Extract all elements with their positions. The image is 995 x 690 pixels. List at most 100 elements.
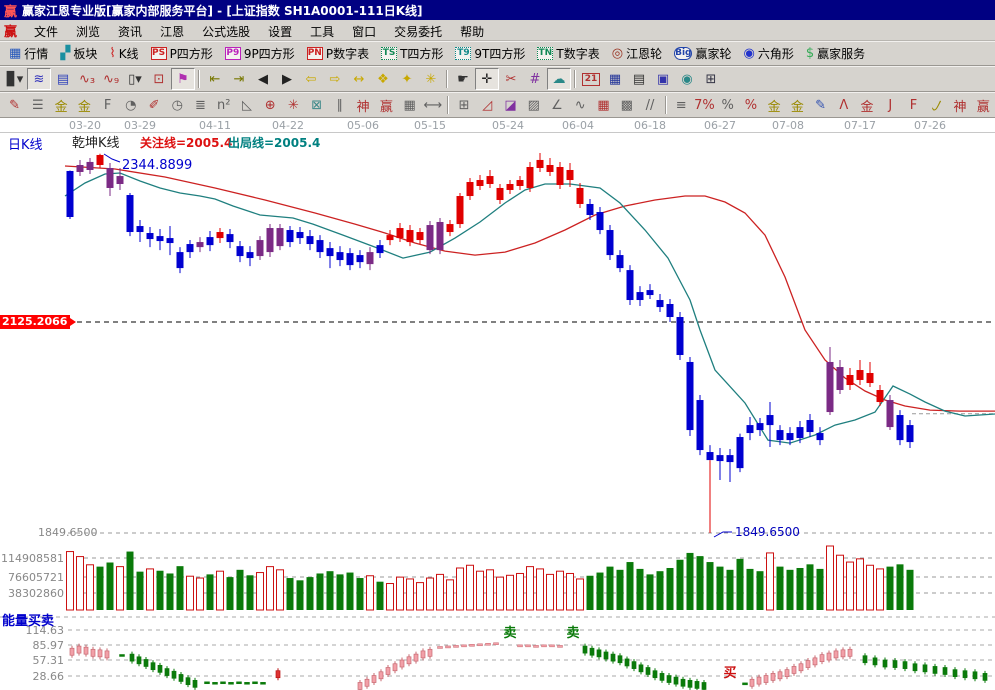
fan-purple-button[interactable]: ◪ [499,94,522,116]
gold-line-button[interactable]: 金 [786,94,809,116]
toolbar-kline-button[interactable]: ⌇ K线 [103,42,144,65]
next-page-button[interactable]: ▶ [275,68,299,90]
k9-chart-button[interactable]: ∿₉ [99,68,123,90]
box-grid-button[interactable]: ⊞ [452,94,475,116]
gold-red-line-button[interactable]: 金 [855,94,878,116]
pattern-tool-button[interactable]: ≋ [27,68,51,90]
map-tool-button[interactable]: ⊡ [147,68,171,90]
energy-panel-title[interactable]: 能量买卖 [2,614,55,629]
flag-tool-button[interactable]: ⚑ [171,68,195,90]
gold-ruler-1-button[interactable]: 金 [49,94,72,116]
gold-slash-button[interactable]: ㇢ [925,94,948,116]
k3-chart-button[interactable]: ∿₃ [75,68,99,90]
menu-info[interactable]: 资讯 [118,24,143,39]
f-ruler-button[interactable]: F [96,94,119,116]
date-axis[interactable]: 03-20 03-29 04-11 04-22 05-06 05-15 05-24 06-04… [0,118,995,133]
gold-ruler-2-button[interactable]: 金 [73,94,96,116]
chart-area[interactable]: 乾坤K线 关注线=2005.4 出局线=2005.4 2344.8899 1849.65… [0,133,995,690]
volume-panel[interactable]: 114908581 76605721 38302860 [0,545,995,612]
first-page-button[interactable]: ⇤ [203,68,227,90]
shen-ruler-button[interactable]: 神 [352,94,375,116]
seven-percent-button[interactable]: 7% [693,94,716,116]
zoom-left-button[interactable]: ⇦ [299,68,323,90]
menu-help[interactable]: 帮助 [460,24,485,39]
pen-ruler-button[interactable]: ✐ [142,94,165,116]
protractor-button[interactable]: ◺ [235,94,258,116]
pen-k-button[interactable]: ✎ [809,94,832,116]
menu-tools[interactable]: 工具 [310,24,335,39]
cloud-tool-button[interactable]: ☁ [547,68,571,90]
zoom-right-button[interactable]: ⇨ [323,68,347,90]
k-quote-button[interactable]: ∥ [328,94,351,116]
n2-ruler-button[interactable]: n² [212,94,235,116]
toolbar-p-number-table-button[interactable]: PN P数字表 [301,42,375,65]
parallel-lines-button[interactable]: // [638,94,661,116]
box-grid-2-button[interactable]: ▩ [615,94,638,116]
fan-lines-button[interactable]: ◿ [476,94,499,116]
j-angle-button[interactable]: J [879,94,902,116]
last-page-button[interactable]: ⇥ [227,68,251,90]
trend-angles-button[interactable]: ∠ [545,94,568,116]
crosshair-tool-button[interactable]: ✛ [475,68,499,90]
menu-file[interactable]: 文件 [34,24,59,39]
grid-123-button[interactable]: ▦ [398,94,421,116]
zoom-horizontal-button[interactable]: ↔ [347,68,371,90]
calendar-button[interactable]: 21 [579,68,603,90]
toolbar-quotes-button[interactable]: ▦ 行情 [3,42,54,65]
zoom-all-button[interactable]: ❖ [371,68,395,90]
zoom-full-button[interactable]: ✳ [419,68,443,90]
toolbar-hexagon-button[interactable]: ◉ 六角形 [738,42,800,65]
menu-trade-entrust[interactable]: 交易委托 [394,24,443,39]
compass-target-button[interactable]: ⊕ [259,94,282,116]
toolbar-p-square-button[interactable]: PS P四方形 [145,42,219,65]
energy-panel[interactable]: 114.63 85.97 57.31 28.66 卖 卖买 [0,612,995,690]
plain-ruler-button[interactable]: ≣ [189,94,212,116]
note-tool-button[interactable]: ▤ [51,68,75,90]
spiral-ruler-button[interactable]: ◔ [119,94,142,116]
toolbar-gann-wheel-button[interactable]: ◎ 江恩轮 [606,42,668,65]
wave-lines-button[interactable]: ∿ [569,94,592,116]
web-grid-button[interactable]: ⊠ [305,94,328,116]
ruler-tool-button[interactable]: ☰ [26,94,49,116]
title-bar[interactable]: 赢 赢家江恩专业版[赢家内部服务平台] - [上证指数 SH1A0001-111… [0,0,995,20]
fan-box-button[interactable]: ▨ [522,94,545,116]
wave-a-button[interactable]: Ʌ [832,94,855,116]
circle-ruler-button[interactable]: ◷ [166,94,189,116]
toolbar-t-square-button[interactable]: TS T四方形 [375,42,449,65]
shen-slash-button[interactable]: 神 [948,94,971,116]
toolbar-winner-service-button[interactable]: $ 赢家服务 [800,42,871,65]
hand-tool-button[interactable]: ☛ [451,68,475,90]
toolbar-9p-square-button[interactable]: P9 9P四方形 [219,42,301,65]
menu-window[interactable]: 窗口 [352,24,377,39]
prev-page-button[interactable]: ◀ [251,68,275,90]
f-angle-button[interactable]: F [902,94,925,116]
kline-style-dropdown-button[interactable]: ▊▾ [3,68,27,90]
menu-gann[interactable]: 江恩 [160,24,185,39]
toolbar-t-number-table-button[interactable]: TN T数字表 [531,42,605,65]
toolbar-sectors-button[interactable]: ▞ 板块 [54,42,103,65]
star-wheel-button[interactable]: ✳ [282,94,305,116]
chart-globe-button[interactable]: ◉ [675,68,699,90]
win-ruler-button[interactable]: 赢 [375,94,398,116]
remote-pc-button[interactable]: ⊞ [699,68,723,90]
toolbar-9t-square-button[interactable]: T9 9T四方形 [449,42,531,65]
candle-dropdown-button[interactable]: ▯▾ [123,68,147,90]
cut-tool-button[interactable]: ✂ [499,68,523,90]
zoom-in-all-button[interactable]: ✦ [395,68,419,90]
gold-circle-button[interactable]: 金 [763,94,786,116]
percent-button[interactable]: % [716,94,739,116]
notes-button[interactable]: ▤ [627,68,651,90]
menu-settings[interactable]: 设置 [268,24,293,39]
calculator-button[interactable]: ▦ [603,68,627,90]
save-button[interactable]: ▣ [651,68,675,90]
menu-formula-stock-pick[interactable]: 公式选股 [202,24,251,39]
menu-browse[interactable]: 浏览 [76,24,101,39]
grid-tool-button[interactable]: # [523,68,547,90]
pen-tool-button[interactable]: ✎ [3,94,26,116]
toolbar-winner-wheel-button[interactable]: Big 赢家轮 [668,42,737,65]
percent-line-button[interactable]: % [739,94,762,116]
span-measure-button[interactable]: ⟷ [421,94,444,116]
win-slash-button[interactable]: 赢 [972,94,995,116]
red-grid-button[interactable]: ▦ [592,94,615,116]
